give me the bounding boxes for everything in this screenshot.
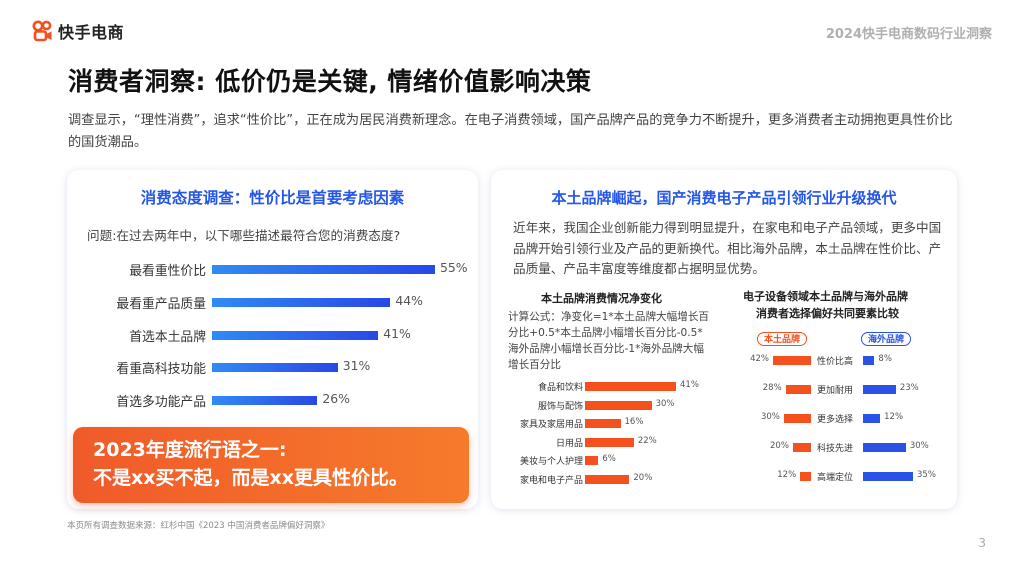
compare-foreign-value: 12% [884, 412, 904, 422]
net-change-value: 6% [602, 454, 616, 464]
net-change-bar [585, 456, 599, 465]
compare-local-value: 12% [777, 470, 797, 480]
net-change-value: 41% [680, 380, 699, 390]
net-change-bar [585, 400, 652, 410]
net-change-row: 食品和饮料 41% [491, 380, 741, 394]
compare-foreign-value: 30% [909, 441, 929, 451]
attitude-bar-label: 最看重产品质量 [116, 296, 206, 312]
attitude-bar-row: 看重高科技功能 31% [67, 357, 478, 377]
net-change-value: 20% [633, 472, 653, 483]
compare-local-bar [783, 414, 811, 423]
compare-factor-label: 更加耐用 [817, 386, 854, 396]
net-change-row: 服饰与配饰 30% [491, 399, 741, 413]
attitude-bar-value: 26% [322, 391, 350, 407]
kuaishou-logo-icon [32, 20, 54, 42]
attitude-bar [212, 363, 338, 373]
net-change-value: 22% [637, 435, 657, 446]
slogan-banner: 2023年度流行语之一: 不是xx买不起，而是xx更具性价比。 [73, 427, 469, 503]
compare-local-bar [792, 443, 811, 452]
compare-local-bar [785, 385, 811, 394]
attitude-bar-value: 41% [383, 325, 411, 341]
net-change-label: 食品和饮料 [537, 383, 583, 393]
net-change-label: 日用品 [555, 438, 583, 449]
page-title: 消费者洞察: 低价仍是关键, 情绪价值影响决策 [68, 67, 592, 96]
data-source-footnote: 本页所有调查数据来源：红杉中国《2023 中国消费者品牌偏好洞察》 [67, 521, 330, 531]
compare-local-value: 28% [762, 383, 782, 393]
compare-local-value: 20% [770, 441, 789, 451]
net-change-formula: 计算公式：净变化=1*本土品牌大幅增长百分比+0.5*本土品牌小幅增长百分比-0… [508, 311, 710, 371]
net-change-bar [585, 382, 676, 391]
net-change-bar [585, 474, 630, 484]
attitude-bar-row: 首选本土品牌 41% [67, 325, 478, 345]
local-brand-card-title: 本土品牌崛起，国产消费电子产品引领行业升级换代 [551, 189, 897, 207]
compare-foreign-bar [863, 443, 906, 452]
net-change-row: 日用品 22% [491, 436, 741, 450]
attitude-bar [212, 396, 318, 406]
compare-factor-label: 更多选择 [817, 415, 854, 425]
compare-local-value: 30% [760, 412, 780, 422]
brand-name: 快手电商 [58, 23, 125, 42]
net-change-row: 美妆与个人护理 6% [491, 454, 741, 468]
compare-row: 30% 更多选择 12% [731, 412, 951, 426]
net-change-label: 美妆与个人护理 [519, 457, 583, 467]
attitude-bar-value: 55% [440, 260, 468, 275]
legend-local-brand: 本土品牌 [757, 332, 808, 346]
compare-row: 20% 科技先进 30% [731, 441, 951, 455]
compare-foreign-value: 35% [917, 470, 936, 480]
attitude-bar-label: 首选本土品牌 [129, 329, 206, 345]
net-change-row: 家具及家居用品 16% [491, 417, 741, 431]
compare-foreign-value: 8% [878, 354, 892, 364]
compare-local-bar [773, 356, 811, 365]
survey-question: 问题:在过去两年中，以下哪些描述最符合您的消费态度? [87, 228, 401, 243]
attitude-bar-row: 最看重性价比 55% [67, 259, 478, 279]
consumer-attitude-card: 消费态度调查：性价比是首要考虑因素 问题:在过去两年中，以下哪些描述最符合您的消… [67, 170, 478, 509]
attitude-bar-value: 31% [342, 358, 371, 374]
net-change-row: 家电和电子产品 20% [491, 473, 741, 487]
compare-factor-label: 高端定位 [817, 473, 854, 483]
attitude-bar-row: 最看重产品质量 44% [67, 292, 478, 312]
legend-foreign-brand: 海外品牌 [861, 332, 912, 346]
net-change-label: 家具及家居用品 [519, 420, 583, 430]
compare-row: 12% 高端定位 35% [731, 470, 951, 484]
intro-paragraph: 调查显示，“理性消费”，追求“性价比”，正在成为居民消费新理念。在电子消费领域，… [68, 113, 953, 150]
compare-factor-label: 性价比高 [817, 357, 854, 367]
attitude-bar-row: 首选多功能产品 26% [67, 390, 478, 410]
page-number: 3 [978, 536, 986, 550]
attitude-bar [212, 330, 379, 340]
attitude-bar-value: 44% [395, 292, 423, 308]
attitude-bar [212, 297, 391, 307]
report-title: 2024快手电商数码行业洞察 [825, 27, 992, 42]
compare-foreign-bar [863, 356, 875, 365]
compare-chart-title-line-2: 消费者选择偏好共同要素比较 [756, 307, 899, 320]
local-brand-card: 本土品牌崛起，国产消费电子产品引领行业升级换代 近年来，我国企业创新能力得到明显… [491, 170, 957, 509]
compare-foreign-bar [863, 385, 896, 394]
attitude-card-title: 消费态度调查：性价比是首要考虑因素 [140, 189, 405, 207]
compare-local-bar [800, 472, 811, 481]
net-change-bar [585, 437, 634, 447]
compare-row: 42% 性价比高 8% [731, 354, 951, 368]
compare-foreign-bar [863, 472, 913, 481]
local-brand-description: 近年来，我国企业创新能力得到明显提升，在家电和电子产品领域，更多中国品牌开始引领… [513, 220, 942, 276]
attitude-bar-label: 看重高科技功能 [116, 362, 206, 378]
net-change-bar [585, 419, 621, 428]
net-change-value: 30% [655, 398, 675, 409]
slogan-line-2: 不是xx买不起，而是xx更具性价比。 [93, 467, 409, 489]
compare-foreign-value: 23% [899, 383, 919, 393]
compare-chart-title-line-1: 电子设备领域本土品牌与海外品牌 [743, 290, 908, 303]
net-change-value: 16% [624, 417, 644, 427]
net-change-label: 服饰与配饰 [537, 401, 583, 412]
compare-factor-label: 科技先进 [817, 444, 854, 454]
compare-row: 28% 更加耐用 23% [731, 383, 951, 397]
compare-local-value: 42% [750, 354, 769, 364]
attitude-bar [212, 265, 435, 274]
attitude-bar-label: 最看重性价比 [129, 264, 206, 279]
slogan-line-1: 2023年度流行语之一: [93, 439, 287, 461]
attitude-bar-label: 首选多功能产品 [116, 395, 206, 411]
brand-logo: 快手电商 [32, 19, 124, 43]
compare-foreign-bar [863, 414, 881, 423]
net-change-chart-title: 本土品牌消费情况净变化 [541, 292, 662, 305]
net-change-label: 家电和电子产品 [519, 475, 583, 486]
